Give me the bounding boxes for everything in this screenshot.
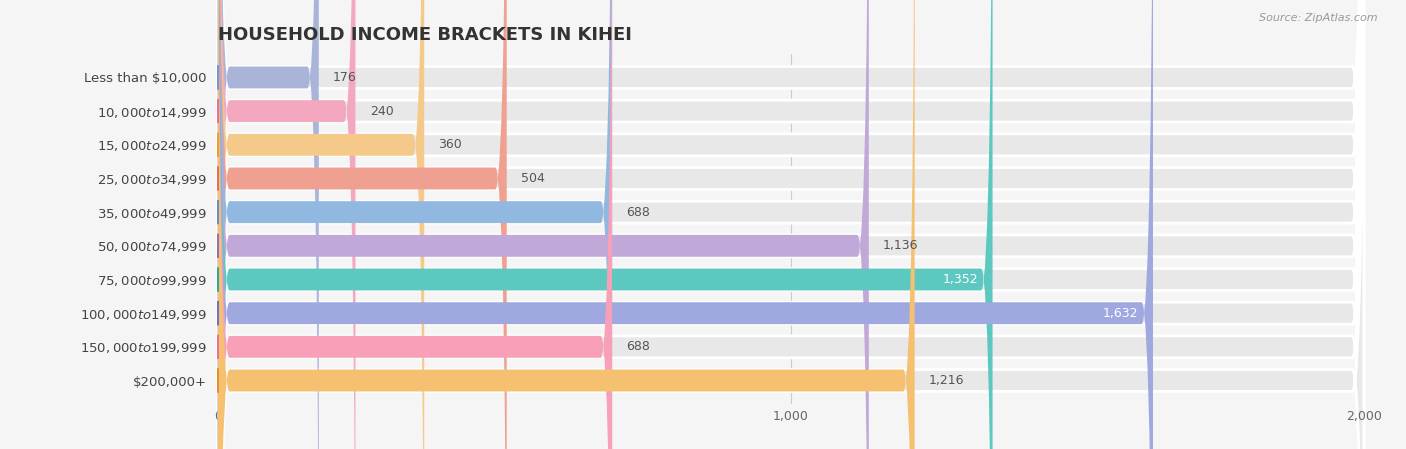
FancyBboxPatch shape [218, 0, 425, 449]
Text: 1,136: 1,136 [883, 239, 918, 252]
FancyBboxPatch shape [218, 0, 1364, 449]
FancyBboxPatch shape [218, 0, 1364, 449]
FancyBboxPatch shape [218, 0, 1364, 449]
FancyBboxPatch shape [218, 0, 1364, 449]
FancyBboxPatch shape [218, 0, 1364, 449]
FancyBboxPatch shape [218, 0, 506, 449]
FancyBboxPatch shape [218, 0, 915, 449]
FancyBboxPatch shape [218, 0, 869, 449]
Text: 504: 504 [522, 172, 546, 185]
Text: 1,216: 1,216 [929, 374, 965, 387]
FancyBboxPatch shape [218, 0, 1364, 449]
Text: 1,352: 1,352 [942, 273, 979, 286]
Text: 688: 688 [627, 206, 651, 219]
FancyBboxPatch shape [218, 0, 1364, 449]
Text: Source: ZipAtlas.com: Source: ZipAtlas.com [1260, 13, 1378, 23]
Text: 688: 688 [627, 340, 651, 353]
FancyBboxPatch shape [218, 0, 612, 449]
Text: 1,632: 1,632 [1104, 307, 1139, 320]
Text: 176: 176 [333, 71, 357, 84]
Text: 360: 360 [439, 138, 463, 151]
FancyBboxPatch shape [218, 0, 1153, 449]
FancyBboxPatch shape [218, 0, 356, 449]
Text: HOUSEHOLD INCOME BRACKETS IN KIHEI: HOUSEHOLD INCOME BRACKETS IN KIHEI [218, 26, 631, 44]
FancyBboxPatch shape [218, 0, 1364, 449]
FancyBboxPatch shape [218, 0, 1364, 449]
Text: 240: 240 [370, 105, 394, 118]
FancyBboxPatch shape [218, 0, 993, 449]
FancyBboxPatch shape [218, 0, 319, 449]
FancyBboxPatch shape [218, 0, 1364, 449]
FancyBboxPatch shape [218, 0, 612, 449]
